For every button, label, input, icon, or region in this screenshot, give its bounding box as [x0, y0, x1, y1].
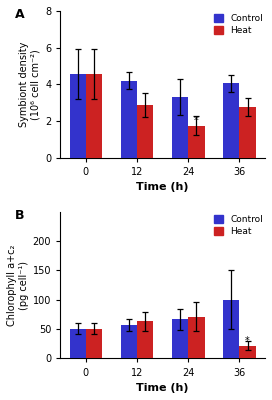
Bar — [70, 74, 86, 158]
Bar — [223, 83, 239, 158]
Bar — [239, 107, 256, 158]
Bar — [70, 328, 86, 358]
Bar — [121, 81, 137, 158]
Bar — [137, 106, 153, 158]
Bar — [188, 126, 205, 158]
Bar — [86, 74, 102, 158]
Legend: Control, Heat: Control, Heat — [212, 12, 265, 37]
Legend: Control, Heat: Control, Heat — [212, 213, 265, 238]
Y-axis label: Chlorophyll a+c₂
(pg cell⁻¹): Chlorophyll a+c₂ (pg cell⁻¹) — [7, 244, 29, 326]
Bar — [137, 322, 153, 358]
Bar — [172, 97, 188, 158]
Bar — [188, 317, 205, 358]
Text: A: A — [15, 8, 25, 21]
Text: *: * — [245, 336, 250, 346]
Bar — [223, 300, 239, 358]
Text: B: B — [15, 209, 25, 222]
X-axis label: Time (h): Time (h) — [136, 182, 189, 192]
Bar — [86, 328, 102, 358]
Bar — [239, 346, 256, 358]
Bar — [172, 319, 188, 358]
X-axis label: Time (h): Time (h) — [136, 383, 189, 393]
Y-axis label: Symbiont density
(10⁶ cell cm⁻²): Symbiont density (10⁶ cell cm⁻²) — [19, 42, 41, 127]
Bar — [121, 325, 137, 358]
Text: *: * — [194, 116, 199, 126]
